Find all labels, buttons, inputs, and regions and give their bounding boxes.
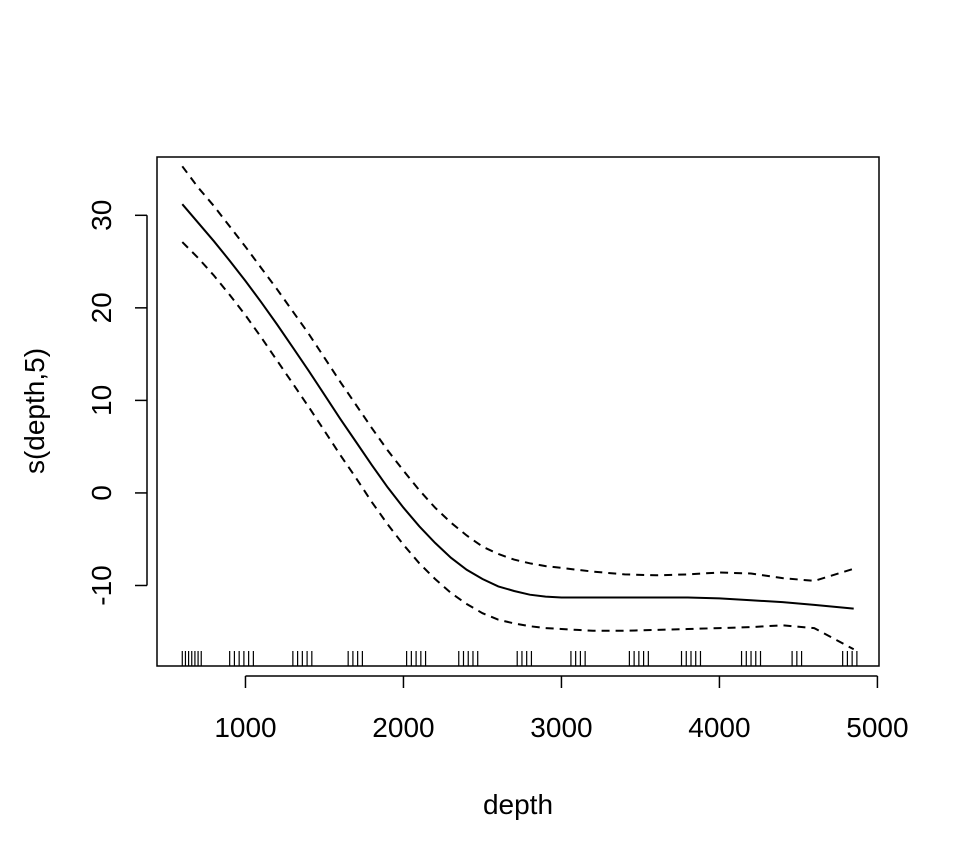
plot-frame bbox=[156, 156, 880, 667]
fit-line bbox=[181, 203, 854, 610]
x-tick-label: 3000 bbox=[530, 712, 592, 743]
y-axis-title: s(depth,5) bbox=[19, 348, 50, 474]
x-tick-label: 5000 bbox=[846, 712, 908, 743]
y-tick-label: 10 bbox=[86, 385, 117, 416]
series-group bbox=[181, 165, 855, 651]
x-axis: 1000 2000 3000 4000 5000 bbox=[214, 675, 909, 743]
y-tick-label: 0 bbox=[86, 485, 117, 501]
y-axis: -10 0 10 20 30 bbox=[86, 200, 148, 606]
x-tick-label: 2000 bbox=[372, 712, 434, 743]
y-tick-label: 20 bbox=[86, 292, 117, 323]
y-tick-label: -10 bbox=[86, 565, 117, 605]
lower-band-line bbox=[181, 241, 855, 651]
y-tick-label: 30 bbox=[86, 200, 117, 231]
rug-plot bbox=[181, 651, 858, 666]
upper-band-line bbox=[181, 165, 854, 582]
x-axis-title: depth bbox=[483, 789, 553, 820]
x-tick-label: 1000 bbox=[214, 712, 276, 743]
x-tick-label: 4000 bbox=[688, 712, 750, 743]
